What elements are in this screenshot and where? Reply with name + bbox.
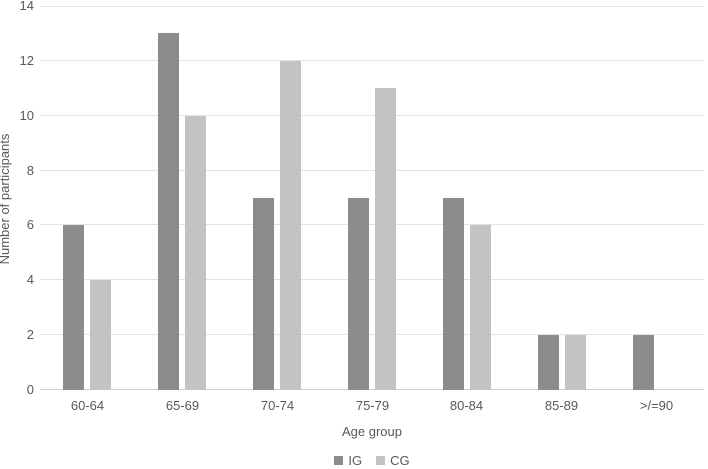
y-tick-label: 10 [19, 107, 34, 123]
x-tick-label: 70-74 [260, 398, 295, 413]
y-tick-label: 12 [19, 52, 34, 68]
x-tick-label: 75-79 [355, 398, 390, 413]
bar-ig-85-89 [538, 335, 559, 390]
bar-ig->/=90 [633, 335, 654, 390]
x-tick-label: >/=90 [639, 398, 674, 413]
legend: IG CG [40, 453, 704, 468]
y-tick-label: 14 [19, 0, 34, 13]
gridline [40, 279, 704, 280]
bar-cg-65-69 [185, 116, 206, 390]
x-axis-title: Age group [342, 424, 402, 439]
gridline [40, 6, 704, 7]
legend-swatch-ig [334, 456, 344, 465]
y-tick-label: 8 [26, 162, 34, 178]
gridline [40, 60, 704, 61]
legend-label-ig: IG [348, 453, 363, 468]
y-tick-label: 0 [26, 382, 34, 397]
bar-ig-80-84 [443, 198, 464, 390]
gridline [40, 224, 704, 225]
legend-item-cg: CG [376, 453, 410, 468]
bar-ig-70-74 [253, 198, 274, 390]
legend-swatch-cg [376, 456, 386, 465]
y-tick-label: 6 [26, 217, 34, 233]
bar-cg-80-84 [470, 225, 491, 390]
x-tick-label: 80-84 [449, 398, 484, 413]
y-axis-title-text: Number of participants [0, 133, 12, 265]
y-tick-label: 2 [26, 327, 34, 343]
bar-cg-85-89 [565, 335, 586, 390]
legend-label-cg: CG [390, 453, 410, 468]
x-tick-label: 60-64 [70, 398, 105, 413]
gridline [40, 170, 704, 171]
gridline [40, 334, 704, 335]
x-axis-line [40, 389, 704, 390]
bar-cg-60-64 [90, 280, 111, 390]
bar-cg-70-74 [280, 61, 301, 390]
bar-ig-65-69 [158, 33, 179, 390]
gridline [40, 115, 704, 116]
bar-ig-75-79 [348, 198, 369, 390]
legend-item-ig: IG [334, 453, 362, 468]
x-tick-label: 85-89 [544, 398, 579, 413]
y-tick-label: 4 [26, 272, 34, 288]
bar-cg-75-79 [375, 88, 396, 390]
x-tick-label: 65-69 [165, 398, 200, 413]
plot-area [40, 6, 704, 390]
bar-ig-60-64 [63, 225, 84, 390]
